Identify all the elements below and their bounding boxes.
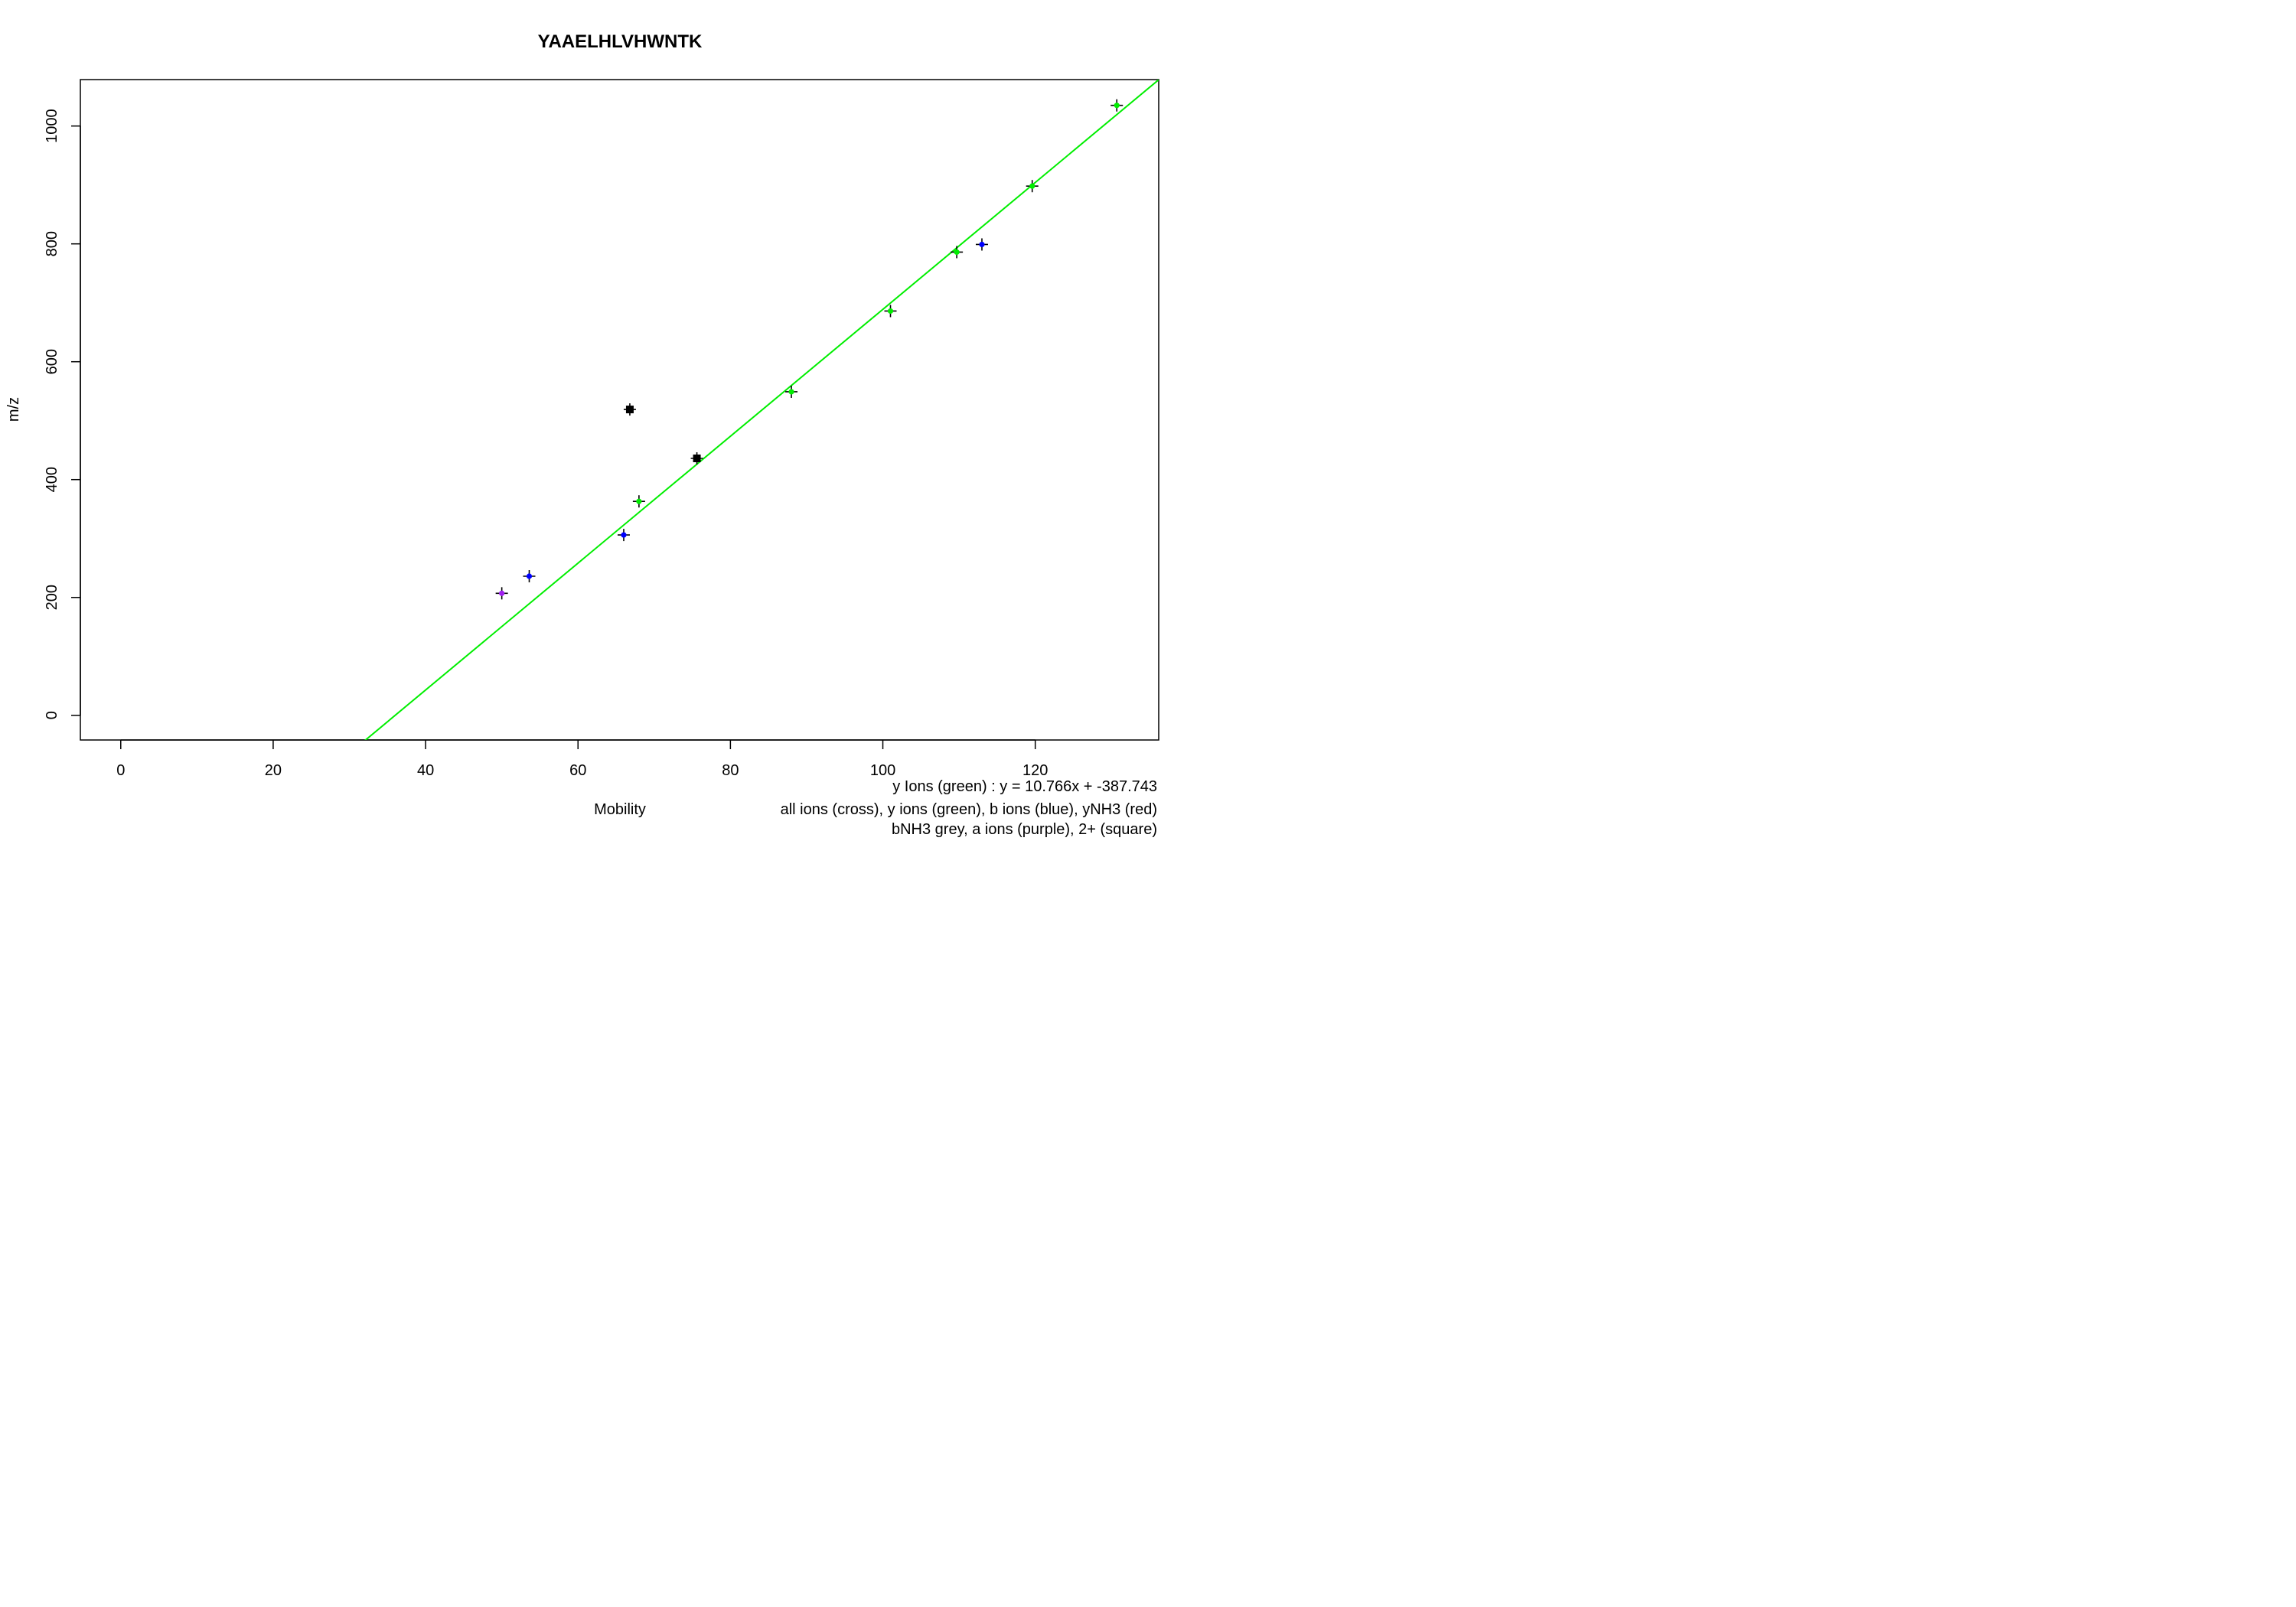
a-ions-point [499, 590, 505, 596]
b-ions-point [621, 532, 627, 538]
regression-line [364, 80, 1159, 740]
x-tick-label: 80 [722, 762, 739, 779]
chart-container: YAAELHLVHWNTK m/z Mobility y Ions (green… [0, 0, 1182, 842]
y-ions-point [636, 498, 642, 504]
axes: 0 20 40 60 80 100 120 0 200 400 600 800 1000 [44, 109, 1048, 779]
legend-marker-key: all ions (cross), y ions (green), b ions… [781, 801, 1157, 818]
y-tick-label: 1000 [44, 109, 60, 143]
y-ions-point [1114, 103, 1120, 109]
legend-fit-line: y Ions (green) : y = 10.766x + -387.743 [892, 778, 1157, 795]
y-ions-point [954, 249, 960, 256]
data-points [364, 80, 1159, 740]
b-ions-point [979, 241, 985, 248]
x-axis-label: Mobility [594, 801, 646, 818]
x-tick-label: 100 [870, 762, 895, 779]
y-ions-point [788, 389, 794, 395]
scatter-chart: YAAELHLVHWNTK m/z Mobility y Ions (green… [5, 31, 1159, 838]
y-tick-label: 0 [44, 711, 60, 719]
plot-frame [80, 79, 1159, 741]
x-tick-label: 60 [569, 762, 586, 779]
y-tick-label: 200 [44, 585, 60, 610]
chart-title: YAAELHLVHWNTK [538, 31, 703, 52]
y-ions-point [1029, 183, 1035, 189]
y-ions-point [887, 308, 894, 315]
doubly-charged-square [625, 406, 634, 414]
doubly-charged-square [693, 454, 701, 462]
x-tick-label: 0 [116, 762, 125, 779]
y-axis-label: m/z [5, 397, 22, 422]
x-tick-label: 20 [265, 762, 282, 779]
x-tick-label: 120 [1022, 762, 1048, 779]
legend-color-key: bNH3 grey, a ions (purple), 2+ (square) [892, 821, 1157, 838]
y-tick-label: 800 [44, 231, 60, 256]
x-tick-label: 40 [417, 762, 434, 779]
y-tick-label: 400 [44, 467, 60, 492]
b-ions-point [526, 573, 533, 579]
y-tick-label: 600 [44, 349, 60, 374]
